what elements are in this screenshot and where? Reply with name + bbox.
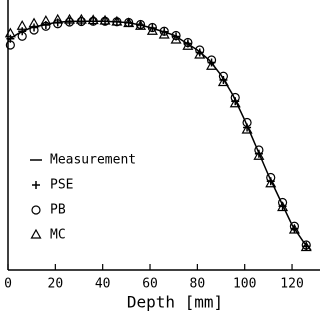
x-tick-label: 60 bbox=[142, 277, 158, 292]
marker-triangle bbox=[158, 28, 170, 39]
marker-triangle bbox=[111, 15, 123, 26]
legend-symbol bbox=[32, 181, 40, 189]
marker-triangle bbox=[99, 14, 111, 25]
marker-triangle bbox=[206, 60, 218, 70]
legend-label: MC bbox=[50, 228, 66, 243]
marker-circle bbox=[29, 25, 39, 35]
marker-triangle bbox=[40, 15, 52, 25]
marker-circle bbox=[159, 26, 169, 36]
marker-triangle bbox=[265, 177, 277, 188]
marker-circle bbox=[183, 37, 193, 48]
marker-circle bbox=[242, 117, 252, 128]
marker-circle bbox=[218, 71, 228, 81]
marker-circle bbox=[277, 197, 288, 208]
marker-plus bbox=[18, 27, 27, 36]
marker-triangle bbox=[4, 27, 16, 38]
x-tick-label: 120 bbox=[280, 277, 303, 292]
marker-circle bbox=[100, 16, 110, 26]
marker-circle bbox=[230, 92, 240, 103]
marker-triangle bbox=[229, 97, 241, 108]
marker-triangle bbox=[194, 48, 206, 59]
marker-triangle bbox=[28, 17, 40, 28]
marker-triangle bbox=[241, 123, 253, 134]
marker-plus bbox=[77, 17, 86, 26]
marker-triangle bbox=[146, 25, 158, 35]
marker-circle bbox=[53, 19, 63, 29]
x-tick-label: 100 bbox=[233, 277, 256, 292]
marker-circle bbox=[171, 30, 181, 41]
marker-circle bbox=[5, 40, 15, 50]
marker-triangle bbox=[52, 13, 64, 24]
marker-triangle bbox=[217, 76, 229, 87]
marker-triangle bbox=[16, 20, 28, 30]
marker-triangle bbox=[170, 33, 182, 44]
marker-triangle bbox=[87, 14, 99, 25]
marker-circle bbox=[195, 45, 205, 55]
marker-triangle bbox=[277, 201, 289, 212]
marker-triangle bbox=[64, 13, 76, 24]
marker-triangle bbox=[135, 20, 147, 30]
marker-circle bbox=[266, 172, 276, 183]
marker-circle bbox=[301, 240, 311, 250]
marker-triangle bbox=[75, 13, 87, 24]
marker-circle bbox=[147, 22, 157, 33]
marker-circle bbox=[88, 16, 98, 26]
marker-circle bbox=[206, 55, 217, 65]
x-axis-label: Depth [mm] bbox=[127, 293, 223, 312]
legend-symbol bbox=[30, 228, 42, 239]
x-tick-label: 20 bbox=[48, 277, 64, 292]
marker-circle bbox=[254, 145, 264, 155]
marker-triangle bbox=[300, 241, 312, 252]
x-tick-label: 0 bbox=[4, 277, 12, 292]
legend-symbol bbox=[31, 205, 41, 215]
legend-label: Measurement bbox=[50, 153, 136, 168]
marker-triangle bbox=[288, 223, 300, 234]
marker-triangle bbox=[182, 40, 194, 50]
marker-circle bbox=[289, 221, 300, 231]
x-tick-label: 80 bbox=[190, 277, 206, 292]
marker-triangle bbox=[253, 150, 265, 160]
marker-triangle bbox=[123, 17, 135, 28]
legend-label: PB bbox=[50, 203, 66, 218]
marker-circle bbox=[17, 31, 27, 41]
x-tick-label: 40 bbox=[95, 277, 111, 292]
legend-label: PSE bbox=[50, 178, 73, 193]
marker-circle bbox=[41, 21, 51, 31]
